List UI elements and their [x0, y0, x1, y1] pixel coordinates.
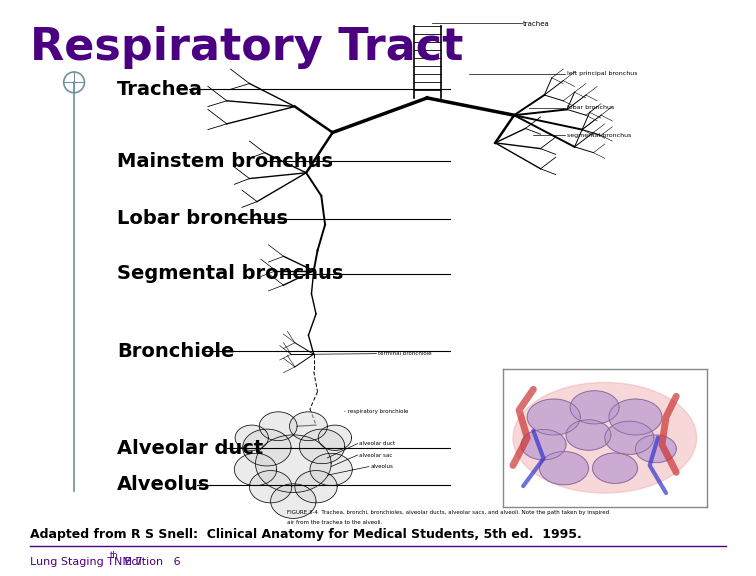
Text: alveolus: alveolus	[370, 464, 393, 469]
Polygon shape	[318, 425, 352, 450]
Text: trachea: trachea	[523, 21, 550, 27]
Text: Trachea: Trachea	[117, 80, 203, 98]
Polygon shape	[310, 453, 352, 486]
Text: lobar bronchus: lobar bronchus	[567, 105, 615, 110]
Polygon shape	[540, 452, 588, 485]
Text: air from the trachea to the alveoli.: air from the trachea to the alveoli.	[287, 520, 383, 525]
Polygon shape	[566, 420, 611, 450]
Polygon shape	[271, 484, 316, 518]
Text: Segmental bronchus: Segmental bronchus	[117, 264, 343, 283]
Polygon shape	[299, 429, 345, 464]
Polygon shape	[570, 391, 619, 424]
Text: th: th	[110, 551, 118, 560]
Polygon shape	[290, 412, 327, 441]
Text: Adapted from R S Snell:  Clinical Anatomy for Medical Students, 5th ed.  1995.: Adapted from R S Snell: Clinical Anatomy…	[30, 528, 582, 541]
Text: alveolar duct: alveolar duct	[359, 441, 395, 446]
Polygon shape	[609, 399, 662, 435]
Text: alveolar sac: alveolar sac	[359, 453, 392, 457]
Text: Mainstem bronchus: Mainstem bronchus	[117, 152, 333, 170]
Text: Bronchiole: Bronchiole	[117, 342, 234, 361]
Text: Respiratory Tract: Respiratory Tract	[30, 26, 463, 69]
Polygon shape	[513, 382, 697, 493]
Text: Lobar bronchus: Lobar bronchus	[117, 210, 288, 228]
Polygon shape	[243, 429, 291, 466]
Text: left principal bronchus: left principal bronchus	[567, 71, 637, 76]
Polygon shape	[636, 435, 676, 463]
Text: Alveolus: Alveolus	[117, 476, 211, 494]
Polygon shape	[593, 453, 637, 483]
Text: FIGURE 3-4  Trachea, bronchi, bronchioles, alveolar ducts, alveolar sacs, and al: FIGURE 3-4 Trachea, bronchi, bronchioles…	[287, 510, 609, 515]
Polygon shape	[521, 430, 566, 460]
Polygon shape	[256, 435, 331, 492]
Polygon shape	[295, 471, 337, 503]
Polygon shape	[234, 453, 277, 486]
Polygon shape	[259, 412, 297, 441]
Text: terminal bronchiole: terminal bronchiole	[378, 351, 432, 356]
Polygon shape	[527, 399, 581, 435]
Polygon shape	[235, 425, 268, 450]
Text: - respiratory bronchiole: - respiratory bronchiole	[344, 410, 408, 414]
Text: Alveolar duct: Alveolar duct	[117, 439, 263, 457]
Text: Lung Staging TNM 7: Lung Staging TNM 7	[30, 556, 143, 567]
Polygon shape	[249, 471, 292, 503]
Text: Edition   6: Edition 6	[121, 556, 181, 567]
Polygon shape	[605, 421, 654, 454]
Text: segmental bronchus: segmental bronchus	[567, 133, 631, 138]
